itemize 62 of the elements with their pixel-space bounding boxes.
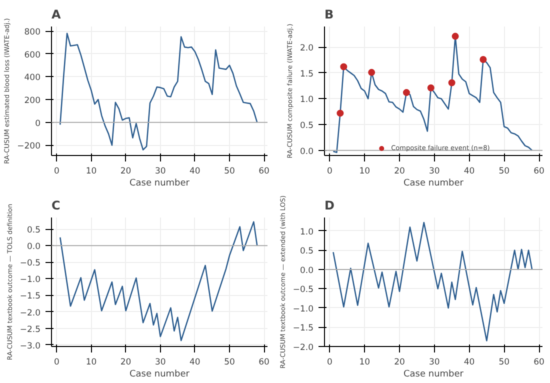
x-tick-label: 60 bbox=[534, 358, 544, 368]
x-tick-label: 0 bbox=[327, 166, 332, 176]
x-tick-label: 0 bbox=[54, 166, 60, 176]
y-tick-label: 2.0 bbox=[300, 44, 314, 54]
x-tick-label: 40 bbox=[464, 166, 475, 176]
x-axis-title: Case number bbox=[403, 178, 464, 188]
x-tick-label: 40 bbox=[190, 358, 200, 368]
y-tick-label: −1.0 bbox=[292, 304, 314, 314]
y-tick-label: 1.0 bbox=[300, 227, 314, 238]
y-tick-label: −2.0 bbox=[20, 308, 40, 318]
x-tick-label: 50 bbox=[224, 166, 235, 176]
y-tick-label: 800 bbox=[24, 28, 41, 38]
x-tick-label: 20 bbox=[394, 166, 405, 176]
y-tick-label: 1.5 bbox=[300, 69, 314, 80]
y-tick-label: 0.5 bbox=[300, 121, 314, 132]
y-tick-label: −2.5 bbox=[20, 324, 40, 335]
x-axis-title: Case number bbox=[129, 178, 190, 188]
x-tick-label: 50 bbox=[224, 358, 235, 368]
x-axis-title: Case number bbox=[403, 370, 464, 380]
y-tick-label: −0.5 bbox=[292, 285, 314, 296]
x-tick-label: 20 bbox=[120, 166, 132, 176]
x-tick-label: 10 bbox=[86, 358, 97, 368]
y-tick-label: 0.0 bbox=[300, 266, 314, 276]
x-tick-label: 0 bbox=[327, 358, 332, 368]
x-tick-label: 60 bbox=[258, 358, 270, 368]
x-tick-label: 10 bbox=[359, 166, 370, 176]
chart-title: C bbox=[52, 198, 60, 212]
y-tick-label: 0.5 bbox=[300, 246, 314, 257]
y-tick-label: −1.5 bbox=[20, 292, 40, 302]
x-tick-label: 30 bbox=[428, 358, 440, 368]
x-tick-label: 60 bbox=[534, 166, 544, 176]
y-tick-label: 400 bbox=[24, 73, 41, 84]
y-tick-label: −0.5 bbox=[20, 258, 40, 269]
y-tick-label: 200 bbox=[24, 96, 41, 106]
x-tick-label: 10 bbox=[86, 166, 97, 176]
x-tick-label: 10 bbox=[359, 358, 370, 368]
x-tick-label: 30 bbox=[154, 358, 166, 368]
x-tick-label: 30 bbox=[428, 166, 440, 176]
y-tick-label: 1.0 bbox=[300, 95, 314, 106]
y-tick-label: 0.0 bbox=[26, 242, 41, 252]
x-tick-label: 60 bbox=[258, 166, 270, 176]
x-axis-title: Case number bbox=[129, 370, 190, 380]
x-tick-label: 30 bbox=[154, 166, 166, 176]
x-tick-label: 20 bbox=[120, 358, 132, 368]
y-tick-label: −3.0 bbox=[20, 341, 40, 352]
y-tick-label: −1.5 bbox=[292, 324, 314, 334]
y-tick-label: 0.5 bbox=[26, 226, 41, 236]
y-tick-label: −2.0 bbox=[292, 343, 314, 353]
y-tick-label: 0 bbox=[35, 118, 41, 129]
x-tick-label: 40 bbox=[464, 358, 475, 368]
y-tick-label: 600 bbox=[24, 50, 41, 60]
chart-title: A bbox=[52, 8, 62, 22]
x-tick-label: 40 bbox=[190, 166, 200, 176]
x-tick-label: 0 bbox=[54, 358, 60, 368]
y-tick-label: −1.0 bbox=[20, 275, 40, 286]
chart-title: D bbox=[324, 198, 334, 212]
y-tick-label: −200 bbox=[17, 142, 41, 152]
y-tick-label: 0.0 bbox=[300, 146, 314, 157]
x-tick-label: 50 bbox=[498, 166, 510, 176]
x-tick-label: 50 bbox=[498, 358, 510, 368]
x-tick-label: 20 bbox=[394, 358, 405, 368]
chart-title: B bbox=[324, 8, 334, 22]
